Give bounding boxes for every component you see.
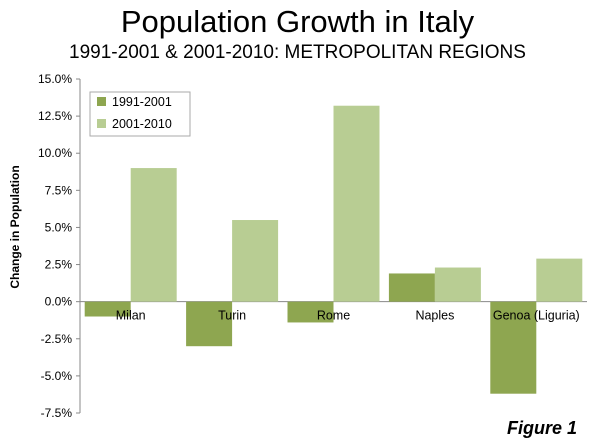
y-tick-label: 15.0%	[38, 72, 72, 86]
y-tick-label: 2.5%	[45, 258, 73, 272]
bar-2001-2010-naples	[434, 267, 481, 302]
legend-label-1991-2001: 1991-2001	[112, 95, 172, 109]
bar-1991-2001-milan	[84, 301, 131, 317]
x-category-label: Milan	[116, 309, 146, 323]
bar-1991-2001-turin	[186, 301, 233, 347]
y-axis-title: Change in Population	[8, 165, 22, 288]
legend: 1991-2001 2001-2010	[89, 91, 191, 137]
bars-layer	[84, 105, 583, 394]
bar-2001-2010-rome	[333, 105, 380, 302]
bar-1991-2001-genoa-liguria-	[490, 301, 537, 394]
bar-2001-2010-genoa-liguria-	[536, 258, 583, 302]
bar-1991-2001-rome	[287, 301, 334, 323]
y-tick-label: 0.0%	[45, 295, 73, 309]
bar-2001-2010-turin	[232, 220, 279, 302]
legend-box	[89, 91, 191, 137]
figure-label: Figure 1	[506, 418, 577, 438]
x-category-label: Genoa (Liguria)	[493, 309, 580, 323]
bar-1991-2001-naples	[388, 273, 435, 302]
y-tick-label: 7.5%	[45, 183, 73, 197]
y-tick-label: -5.0%	[41, 369, 73, 383]
axis-layer: 15.0% 12.5% 10.0% 7.5% 5.0% 2.5% 0.0% -2.5% -5.0…	[38, 72, 587, 420]
y-tick-label: -7.5%	[41, 406, 73, 420]
chart-title: Population Growth in Italy	[120, 4, 475, 39]
legend-swatch-2001-2010	[97, 119, 106, 128]
x-category-label: Naples	[415, 309, 454, 323]
bar-2001-2010-milan	[130, 168, 177, 302]
y-tick-label: 10.0%	[38, 146, 72, 160]
chart-subtitle: 1991-2001 & 2001-2010: METROPOLITAN REGI…	[69, 42, 526, 63]
y-tick-label: -2.5%	[41, 332, 73, 346]
legend-swatch-1991-2001	[97, 97, 106, 106]
y-tick-label: 5.0%	[45, 220, 73, 234]
labels-layer: Milan Turin Rome Naples Genoa (Liguria)	[116, 309, 580, 323]
x-category-label: Rome	[317, 309, 350, 323]
x-category-label: Turin	[218, 309, 246, 323]
y-tick-label: 12.5%	[38, 109, 72, 123]
legend-label-2001-2010: 2001-2010	[112, 117, 172, 131]
